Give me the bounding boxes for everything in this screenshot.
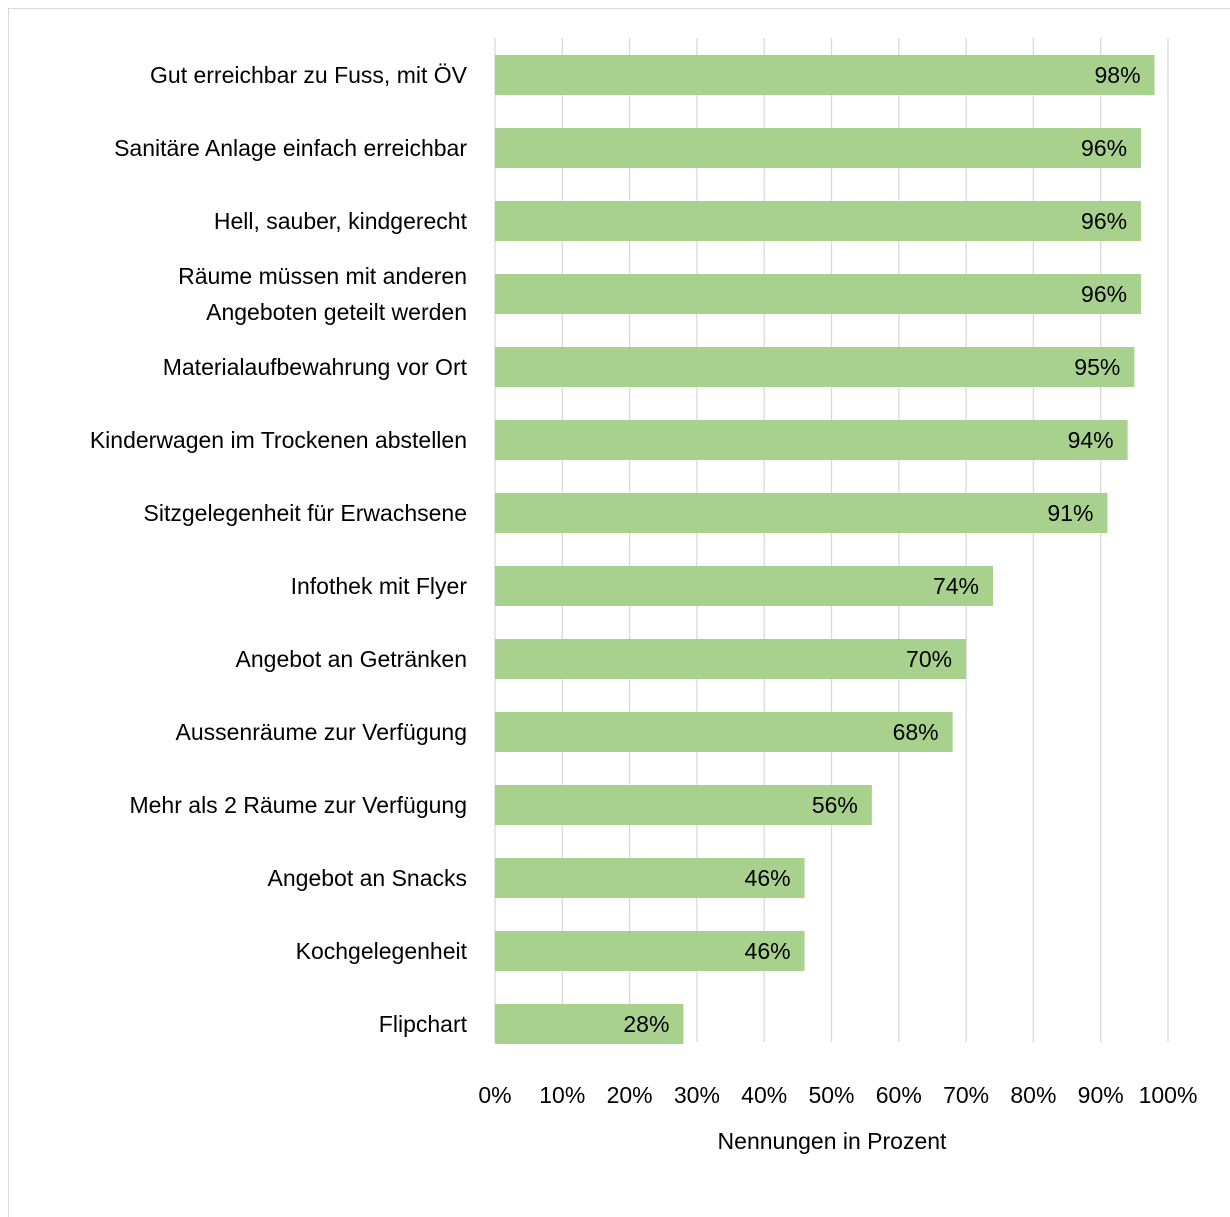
y-tick-label: Hell, sauber, kindgerecht <box>213 208 467 234</box>
x-tick-label: 30% <box>674 1082 720 1108</box>
value-label: 95% <box>1074 354 1120 380</box>
value-label: 68% <box>893 719 939 745</box>
value-label: 56% <box>812 792 858 818</box>
bar <box>495 566 994 606</box>
x-tick-label: 10% <box>539 1082 585 1108</box>
x-tick-label: 100% <box>1139 1082 1198 1108</box>
x-tick-label: 40% <box>741 1082 787 1108</box>
value-label: 96% <box>1081 281 1127 307</box>
y-tick-label: Kochgelegenheit <box>295 938 467 964</box>
y-tick-label: Sanitäre Anlage einfach erreichbar <box>114 135 467 161</box>
x-tick-label: 20% <box>607 1082 653 1108</box>
value-label: 46% <box>745 938 791 964</box>
value-label: 70% <box>906 646 952 672</box>
bar <box>495 712 953 752</box>
bar <box>495 858 805 898</box>
bar <box>495 347 1135 387</box>
value-label: 74% <box>933 573 979 599</box>
x-axis-title: Nennungen in Prozent <box>718 1128 947 1154</box>
value-label: 96% <box>1081 208 1127 234</box>
y-tick-label: Angebot an Snacks <box>267 865 467 891</box>
bar <box>495 785 872 825</box>
x-tick-label: 0% <box>478 1082 511 1108</box>
y-tick-label: Räume müssen mit anderen Angeboten getei… <box>178 263 467 325</box>
x-tick-label: 80% <box>1010 1082 1056 1108</box>
x-tick-label: 60% <box>876 1082 922 1108</box>
bar <box>495 128 1142 168</box>
y-tick-label: Materialaufbewahrung vor Ort <box>162 354 467 380</box>
bar <box>495 420 1128 460</box>
chart-frame <box>8 8 1230 1217</box>
x-tick-label: 50% <box>808 1082 854 1108</box>
y-tick-label: Infothek mit Flyer <box>290 573 467 599</box>
bar <box>495 1004 684 1044</box>
y-tick-label: Gut erreichbar zu Fuss, mit ÖV <box>150 62 467 88</box>
y-tick-label: Sitzgelegenheit für Erwachsene <box>143 500 467 526</box>
y-tick-label: Flipchart <box>378 1011 467 1037</box>
y-tick-label: Angebot an Getränken <box>235 646 467 672</box>
x-tick-label: 90% <box>1078 1082 1124 1108</box>
value-label: 98% <box>1094 62 1140 88</box>
bar <box>495 201 1142 241</box>
bar <box>495 493 1108 533</box>
value-label: 28% <box>623 1011 669 1037</box>
y-tick-label: Mehr als 2 Räume zur Verfügung <box>129 792 467 818</box>
bar <box>495 931 805 971</box>
value-label: 96% <box>1081 135 1127 161</box>
x-tick-label: 70% <box>943 1082 989 1108</box>
value-label: 46% <box>745 865 791 891</box>
bar <box>495 639 967 679</box>
bar <box>495 55 1155 95</box>
value-label: 94% <box>1068 427 1114 453</box>
bar <box>495 274 1142 314</box>
value-label: 91% <box>1047 500 1093 526</box>
y-tick-label: Aussenräume zur Verfügung <box>175 719 467 745</box>
y-tick-label: Kinderwagen im Trockenen abstellen <box>89 427 467 453</box>
